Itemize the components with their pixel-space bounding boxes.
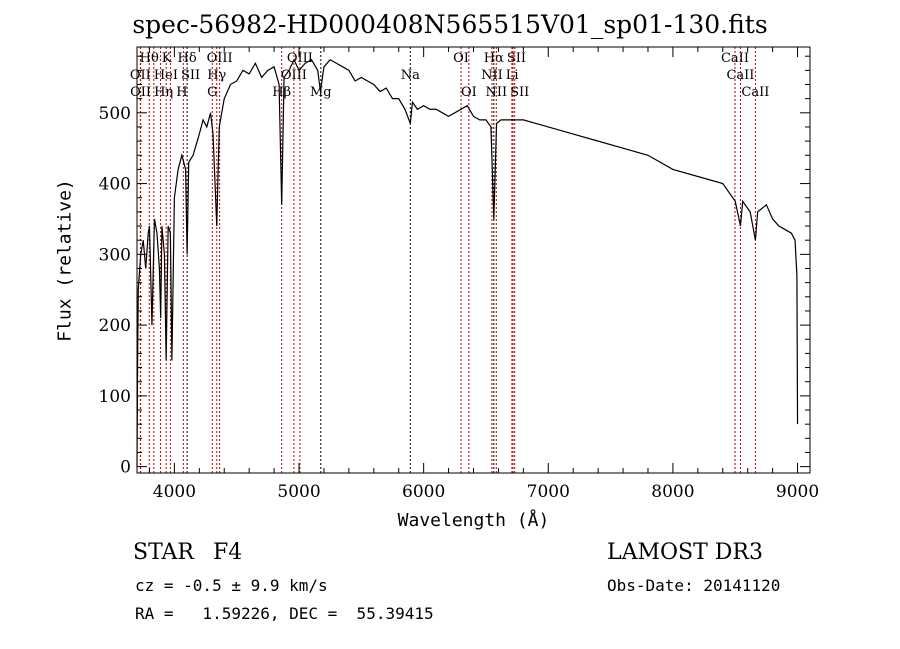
spectral-line-label: CaII: [721, 51, 749, 66]
spectral-line-label: OIII: [287, 51, 313, 66]
spectral-line-label: OIII: [207, 51, 233, 66]
y-tick-label: 100: [99, 387, 131, 407]
spectral-line-label: SII: [181, 68, 200, 83]
spectral-line-label: HeI: [154, 68, 178, 83]
spectral-line-label: OII: [130, 85, 151, 100]
y-tick-label: 300: [99, 245, 131, 265]
spectral-line-label: CaII: [741, 85, 769, 100]
spectral-line-label: H: [176, 85, 187, 100]
spectral-line-label: SII: [507, 51, 526, 66]
x-tick-label: 7000: [527, 482, 570, 502]
object-subclass: F4: [213, 540, 243, 565]
survey-label: LAMOST DR3: [607, 540, 763, 565]
x-tick-label: 9000: [776, 482, 819, 502]
spectral-line-label: OI: [453, 51, 469, 66]
obs-date: Obs-Date: 20141120: [607, 576, 781, 595]
spectral-line-label: OI: [461, 85, 477, 100]
spectral-line-label: Li: [506, 68, 519, 83]
spectral-line-label: Mg: [310, 85, 332, 100]
plot-frame: [136, 46, 811, 474]
spectral-line-label: NII: [481, 68, 503, 83]
spectral-line-label: Hη: [154, 85, 173, 100]
x-axis-label: Wavelength (Å): [397, 510, 550, 531]
spectral-line-label: Hβ: [272, 85, 291, 100]
object-class: STAR: [133, 540, 194, 565]
y-tick-label: 200: [99, 316, 131, 336]
x-tick-label: 8000: [651, 482, 694, 502]
redshift-text: cz = -0.5 ± 9.9 km/s: [135, 576, 328, 595]
y-tick-label: 400: [99, 175, 131, 195]
spectral-line-label: K: [162, 51, 172, 66]
x-tick-label: 4000: [153, 482, 196, 502]
spectral-line-label: Hδ: [178, 51, 197, 66]
spectral-line-label: Hα: [484, 51, 504, 66]
x-tick-label: 5000: [277, 482, 320, 502]
chart-title: spec-56982-HD000408N565515V01_sp01-130.f…: [132, 10, 768, 39]
coordinates-text: RA = 1.59226, DEC = 55.39415: [135, 604, 434, 623]
spectrum-line: [136, 58, 799, 467]
spectral-line-label: Na: [401, 68, 420, 83]
spectral-line-label: Hθ: [140, 51, 159, 66]
x-tick-label: 6000: [402, 482, 445, 502]
spectral-line-label: CaII: [726, 68, 754, 83]
spectral-line-label: Hγ: [207, 68, 226, 83]
spectral-line-label: G: [207, 85, 217, 100]
y-tick-label: 0: [120, 458, 131, 478]
spectral-line-label: SII: [510, 85, 529, 100]
y-tick-label: 500: [99, 104, 131, 124]
spectral-line-label: NII: [485, 85, 507, 100]
